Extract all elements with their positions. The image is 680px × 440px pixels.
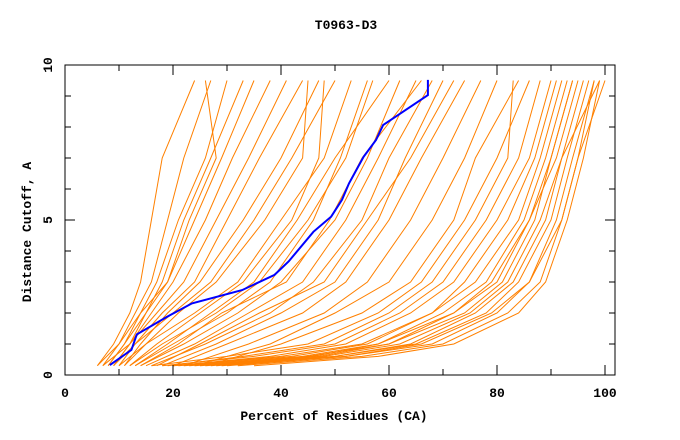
x-tick-label: 80 xyxy=(489,386,505,401)
series-line-left-25 xyxy=(134,80,390,367)
y-tick-label: 0 xyxy=(41,371,56,379)
series-line-left-12 xyxy=(134,80,368,367)
y-tick-label: 10 xyxy=(41,57,56,73)
axes: 0 20 40 60 80 100 0 5 10 xyxy=(41,57,617,401)
series-line-left-17 xyxy=(172,80,466,367)
x-tick-label: 60 xyxy=(381,386,397,401)
x-axis-label: Percent of Residues (CA) xyxy=(240,409,427,424)
series-line-left-13 xyxy=(140,80,401,367)
series-line-right-6 xyxy=(205,80,601,367)
y-axis-label: Distance Cutoff, A xyxy=(20,162,35,303)
series-line-left-21 xyxy=(205,80,520,367)
highlight-series-line xyxy=(109,79,429,366)
series-line-left-8 xyxy=(123,80,320,366)
series-line-right-12 xyxy=(172,80,552,367)
x-tick-label: 100 xyxy=(593,386,617,401)
series-line-right-0 xyxy=(172,80,563,367)
x-tick-label: 40 xyxy=(273,386,289,401)
series-line-right-13 xyxy=(162,80,541,367)
series-line-left-4 xyxy=(113,80,271,366)
series-line-left-24 xyxy=(129,80,325,367)
series-line-left-7 xyxy=(107,80,228,366)
series-line-left-14 xyxy=(145,80,417,367)
series-line-right-2 xyxy=(199,80,584,367)
series-line-right-5 xyxy=(194,80,568,367)
series-line-right-11 xyxy=(210,80,574,367)
series-line-right-14 xyxy=(221,80,595,367)
series-line-left-9 xyxy=(113,80,336,367)
series-line-left-18 xyxy=(156,80,455,367)
y-tick-label: 5 xyxy=(41,216,56,224)
series-line-left-23 xyxy=(124,80,309,367)
series-line-left-22 xyxy=(113,80,217,366)
series-line-right-1 xyxy=(183,80,574,367)
series-line-right-10 xyxy=(253,80,601,367)
series-line-right-15 xyxy=(151,80,530,367)
series-line-right-16 xyxy=(167,80,514,367)
series-line-left-19 xyxy=(183,80,482,367)
series-line-left-15 xyxy=(151,80,433,367)
series-line-right-9 xyxy=(189,80,579,367)
series-line-left-20 xyxy=(194,80,498,367)
series-line-left-0 xyxy=(96,80,196,366)
x-tick-label: 0 xyxy=(61,386,69,401)
series-group xyxy=(96,79,606,367)
series-line-right-8 xyxy=(178,80,557,367)
x-tick-label: 20 xyxy=(165,386,181,401)
series-line-left-6 xyxy=(118,80,304,366)
chart-title: T0963-D3 xyxy=(315,18,378,33)
series-line-left-16 xyxy=(162,80,444,367)
series-line-left-2 xyxy=(107,80,244,366)
